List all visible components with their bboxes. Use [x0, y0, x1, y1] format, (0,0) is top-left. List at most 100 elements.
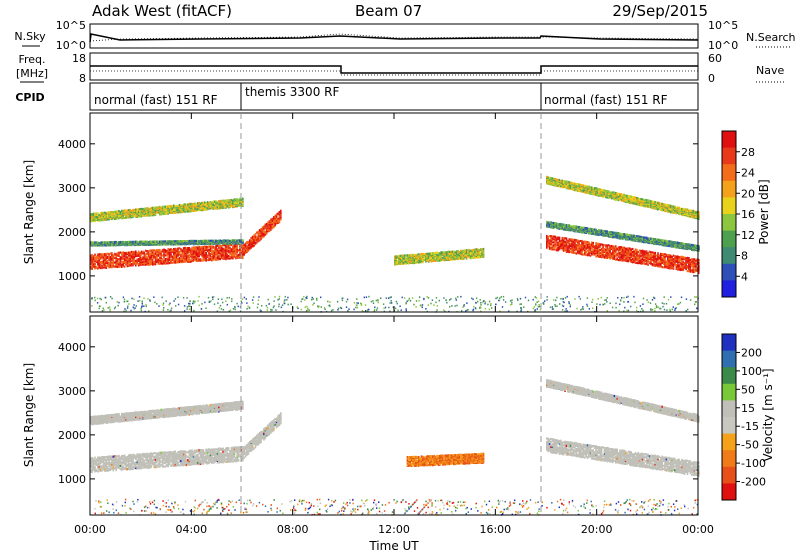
- range-gate-cell: [572, 187, 575, 190]
- range-gate-cell: [222, 250, 224, 253]
- range-gate-cell: [578, 240, 580, 243]
- range-gate-cell: [443, 254, 445, 258]
- range-gate-cell: [602, 253, 604, 256]
- range-gate-cell: [595, 188, 597, 191]
- range-gate-cell: [175, 249, 178, 252]
- range-gate-cell: [219, 252, 222, 255]
- range-gate-cell: [244, 242, 247, 245]
- range-gate-cell: [558, 181, 561, 184]
- range-gate-cell: [142, 263, 144, 266]
- range-gate-cell: [668, 261, 670, 264]
- range-gate-cell: [188, 248, 191, 251]
- range-gate-cell: [595, 242, 597, 245]
- range-gate-cell: [599, 254, 602, 257]
- range-gate-cell: [588, 185, 590, 188]
- range-gate-cell: [399, 254, 402, 257]
- range-gate-cell: [558, 236, 561, 239]
- range-gate-cell: [401, 255, 403, 258]
- range-gate-cell: [150, 211, 153, 214]
- range-gate-cell: [197, 249, 199, 252]
- range-gate-cell: [674, 259, 676, 262]
- range-gate-cell: [90, 261, 92, 264]
- range-gate-cell: [105, 260, 108, 263]
- range-gate-cell: [153, 255, 155, 258]
- range-gate-cell: [139, 261, 141, 264]
- range-gate-cell: [557, 246, 559, 249]
- range-gate-cell: [249, 245, 251, 248]
- range-gate-cell: [641, 255, 644, 258]
- range-gate-cell: [188, 259, 191, 262]
- range-gate-cell: [696, 261, 699, 264]
- range-gate-cell: [280, 217, 282, 220]
- range-gate-cell: [546, 246, 548, 249]
- range-gate-cell: [156, 258, 158, 261]
- range-gate-cell: [168, 248, 171, 251]
- range-gate-cell: [177, 261, 179, 264]
- range-gate-cell: [126, 251, 129, 254]
- range-gate-cell: [170, 240, 172, 243]
- range-gate-cell: [674, 256, 676, 259]
- range-gate-cell: [396, 255, 399, 258]
- range-gate-cell: [562, 247, 565, 250]
- range-gate-cell: [265, 227, 268, 230]
- range-gate-cell: [112, 261, 115, 264]
- range-gate-cell: [104, 211, 106, 214]
- range-gate-cell: [184, 250, 186, 253]
- range-gate-cell: [175, 255, 178, 258]
- range-gate-cell: [479, 253, 482, 256]
- range-gate-cell: [396, 261, 399, 264]
- range-gate-cell: [198, 247, 200, 250]
- range-gate-cell: [204, 207, 206, 210]
- range-gate-cell: [128, 254, 130, 257]
- range-gate-cell: [584, 242, 586, 245]
- range-gate-cell: [560, 239, 562, 242]
- range-gate-cell: [195, 254, 198, 257]
- range-gate-cell: [270, 223, 272, 226]
- range-gate-cell: [119, 251, 122, 254]
- range-gate-cell: [667, 254, 669, 257]
- range-gate-cell: [251, 239, 254, 242]
- range-gate-cell: [548, 247, 551, 250]
- range-gate-cell: [575, 252, 578, 255]
- range-gate-cell: [129, 251, 131, 254]
- range-gate-cell: [108, 243, 110, 246]
- range-gate-cell: [471, 249, 473, 252]
- range-gate-cell: [153, 206, 155, 209]
- range-gate-cell: [139, 258, 141, 261]
- range-gate-cell: [197, 253, 199, 256]
- range-gate-cell: [557, 181, 559, 184]
- range-gate-cell: [202, 201, 205, 204]
- sky-tick-bottom-left: 10^0: [56, 39, 86, 52]
- range-gate-cell: [94, 253, 96, 256]
- range-gate-cell: [220, 256, 223, 259]
- range-gate-cell: [174, 209, 176, 212]
- range-gate-cell: [121, 212, 123, 215]
- range-gate-cell: [126, 210, 129, 213]
- range-gate-cell: [589, 246, 592, 249]
- range-gate-cell: [115, 255, 117, 258]
- range-gate-cell: [104, 258, 106, 261]
- range-gate-cell: [178, 203, 181, 207]
- range-gate-cell: [669, 257, 672, 260]
- range-gate-cell: [130, 264, 133, 267]
- range-gate-cell: [567, 239, 569, 242]
- range-gate-cell: [163, 205, 165, 208]
- range-gate-cell: [219, 245, 222, 248]
- range-gate-cell: [275, 217, 278, 220]
- range-gate-cell: [130, 253, 133, 256]
- range-gate-cell: [123, 265, 126, 268]
- range-gate-cell: [641, 254, 644, 257]
- range-gate-cell: [195, 206, 198, 209]
- range-gate-cell: [696, 268, 699, 271]
- range-gate-cell: [187, 250, 189, 253]
- range-gate-cell: [558, 248, 561, 251]
- range-gate-cell: [192, 258, 195, 261]
- range-gate-cell: [250, 242, 252, 245]
- range-gate-cell: [147, 258, 150, 262]
- range-gate-cell: [696, 269, 699, 273]
- range-gate-cell: [166, 240, 168, 243]
- range-gate-cell: [436, 251, 438, 254]
- range-gate-cell: [602, 245, 604, 248]
- range-gate-cell: [191, 254, 193, 257]
